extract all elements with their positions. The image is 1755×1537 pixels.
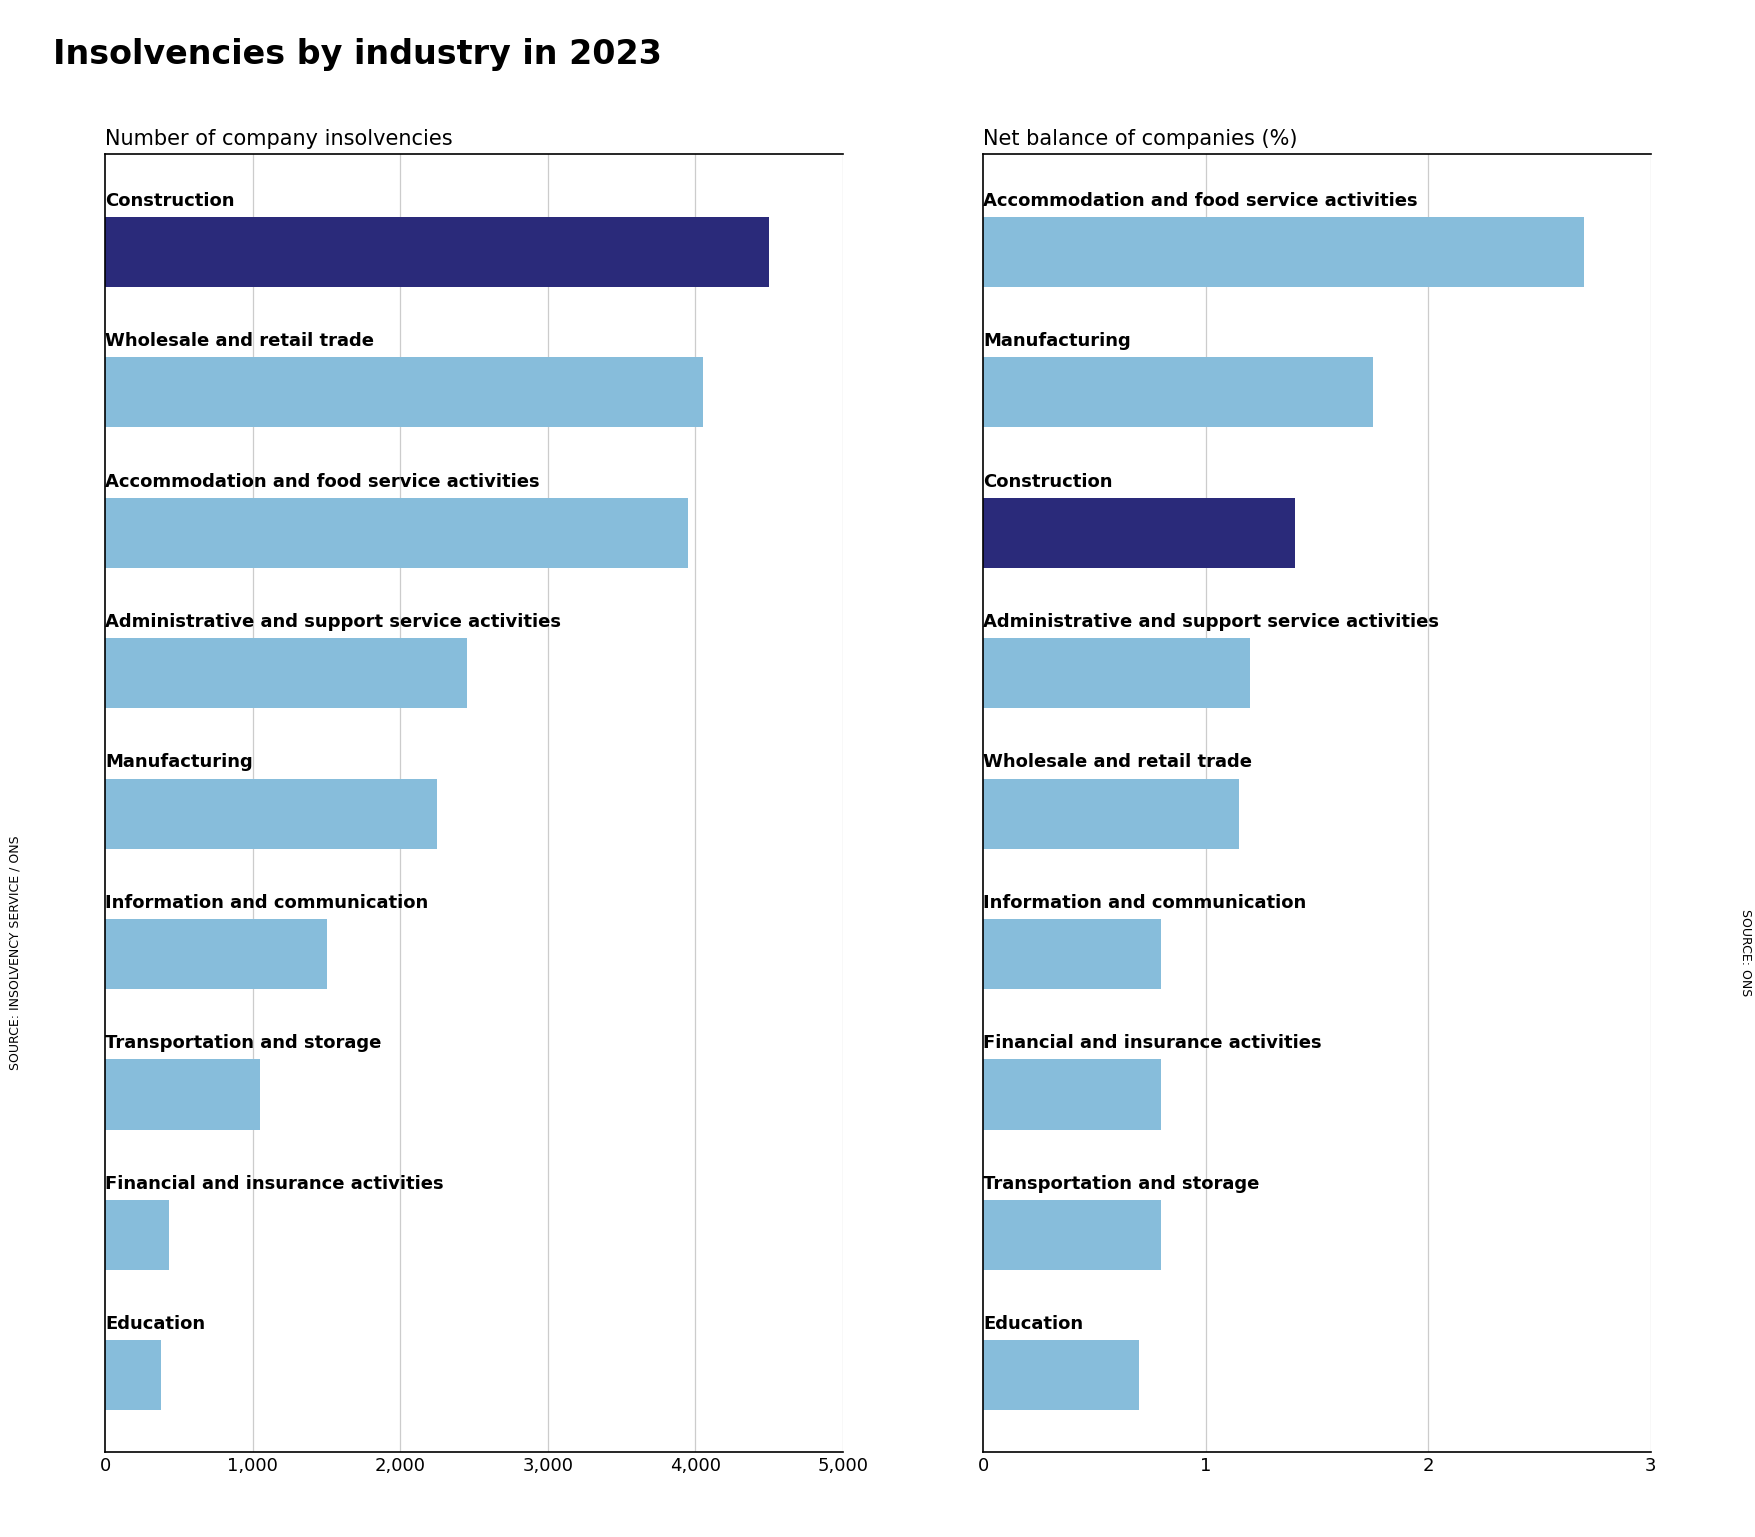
Bar (983, 1059, 1160, 1130)
Text: Manufacturing: Manufacturing (105, 753, 253, 772)
Bar (983, 919, 1160, 990)
Bar (983, 779, 1239, 848)
Bar (105, 1200, 168, 1270)
Bar (983, 498, 1293, 567)
Text: Transportation and storage: Transportation and storage (983, 1174, 1258, 1193)
Bar (105, 217, 769, 287)
Bar (983, 217, 1583, 287)
Text: Construction: Construction (105, 192, 235, 211)
Text: Wholesale and retail trade: Wholesale and retail trade (983, 753, 1251, 772)
Bar (105, 1059, 260, 1130)
Text: Insolvencies by industry in 2023: Insolvencies by industry in 2023 (53, 38, 662, 71)
Bar (983, 1200, 1160, 1270)
Text: Wholesale and retail trade: Wholesale and retail trade (105, 332, 374, 350)
Bar (105, 498, 688, 567)
Text: Administrative and support service activities: Administrative and support service activ… (105, 613, 562, 632)
Bar (105, 638, 467, 709)
Text: Construction: Construction (983, 473, 1113, 490)
Text: SOURCE: INSOLVENCY SERVICE / ONS: SOURCE: INSOLVENCY SERVICE / ONS (9, 836, 21, 1070)
Text: Net balance of companies (%): Net balance of companies (%) (983, 129, 1297, 149)
Text: Number of company insolvencies: Number of company insolvencies (105, 129, 453, 149)
Bar (105, 779, 437, 848)
Text: Financial and insurance activities: Financial and insurance activities (983, 1034, 1322, 1053)
Text: Manufacturing: Manufacturing (983, 332, 1130, 350)
Text: Information and communication: Information and communication (105, 895, 428, 911)
Text: Financial and insurance activities: Financial and insurance activities (105, 1174, 444, 1193)
Bar (983, 357, 1372, 427)
Bar (105, 357, 702, 427)
Text: Education: Education (105, 1316, 205, 1333)
Text: Accommodation and food service activities: Accommodation and food service activitie… (983, 192, 1418, 211)
Text: Transportation and storage: Transportation and storage (105, 1034, 381, 1053)
Bar (983, 638, 1250, 709)
Text: Education: Education (983, 1316, 1083, 1333)
Bar (983, 1340, 1139, 1411)
Text: Accommodation and food service activities: Accommodation and food service activitie… (105, 473, 541, 490)
Text: SOURCE: ONS: SOURCE: ONS (1739, 910, 1751, 996)
Text: Information and communication: Information and communication (983, 895, 1306, 911)
Bar (105, 919, 326, 990)
Text: Administrative and support service activities: Administrative and support service activ… (983, 613, 1439, 632)
Bar (105, 1340, 161, 1411)
